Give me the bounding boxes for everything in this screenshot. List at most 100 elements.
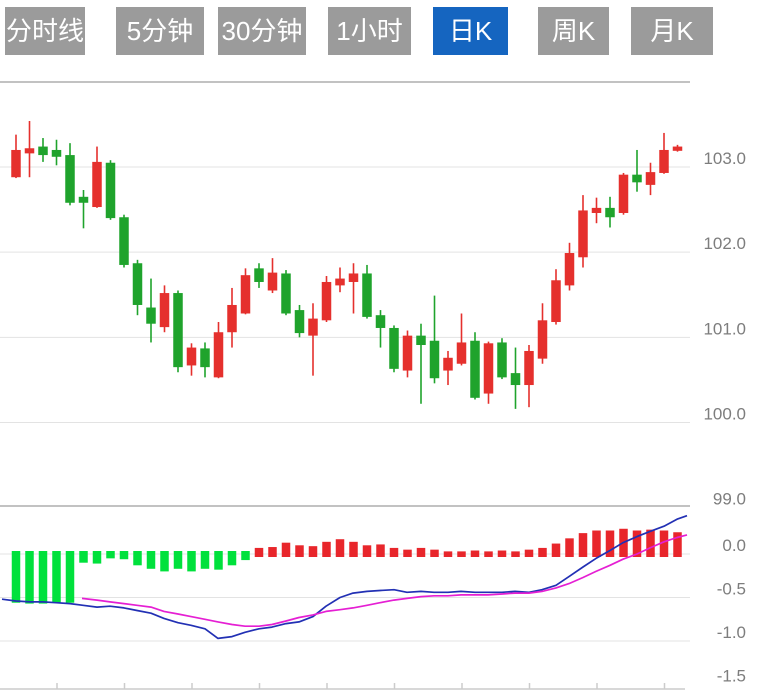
- candle-body: [281, 273, 291, 314]
- macd-histogram-bar: [133, 551, 142, 566]
- tab-30min[interactable]: 30分钟: [218, 7, 306, 55]
- macd-histogram-bar: [11, 551, 21, 603]
- macd-histogram-bar: [484, 551, 493, 557]
- candle-body: [362, 273, 372, 317]
- macd-histogram-bar: [200, 551, 210, 569]
- macd-histogram-bar: [281, 542, 291, 557]
- macd-axis-label: -1.0: [717, 623, 746, 642]
- macd-histogram-bar: [470, 550, 480, 557]
- candle-body: [321, 281, 332, 321]
- macd-histogram-bar: [646, 529, 655, 557]
- candle-body: [375, 315, 386, 328]
- macd-histogram-bar: [119, 551, 129, 560]
- macd-histogram-bar: [308, 546, 318, 557]
- macd-histogram-bar: [416, 547, 426, 557]
- macd-histogram-bar: [403, 549, 412, 557]
- macd-histogram-bar: [241, 551, 250, 561]
- macd-histogram-bar: [295, 545, 304, 557]
- candle-body: [564, 253, 575, 286]
- macd-histogram-bar: [362, 545, 372, 557]
- macd-histogram-bar: [578, 533, 588, 557]
- price-axis-label: 100.0: [703, 405, 746, 424]
- macd-histogram-bar: [214, 551, 223, 570]
- macd-histogram-bar: [524, 549, 534, 557]
- candle-body: [429, 340, 440, 379]
- candle-body: [38, 146, 48, 156]
- candle-body: [227, 304, 237, 333]
- candle-body: [402, 335, 413, 371]
- candle-body: [524, 350, 534, 386]
- tab-daily-k[interactable]: 日K: [433, 7, 508, 55]
- tab-minute-line[interactable]: 分时线: [5, 7, 85, 55]
- candle-body: [186, 347, 197, 366]
- candle-body: [294, 310, 305, 334]
- candle-body: [132, 263, 143, 305]
- candle-body: [456, 342, 467, 364]
- candle-body: [537, 320, 548, 359]
- candle-body: [659, 149, 669, 173]
- candle-body: [551, 280, 561, 323]
- candle-body: [240, 275, 251, 314]
- candle-body: [645, 172, 656, 185]
- price-axis-label: 99.0: [713, 490, 746, 509]
- candle-body: [146, 307, 156, 324]
- macd-axis-label: 0.0: [722, 536, 746, 555]
- candle-body: [605, 207, 615, 218]
- macd-histogram-bar: [376, 544, 385, 557]
- candle-body: [618, 174, 629, 213]
- macd-histogram-bar: [38, 551, 48, 604]
- macd-histogram-bar: [227, 551, 237, 566]
- candle-body: [632, 174, 642, 183]
- macd-histogram-bar: [659, 530, 669, 557]
- tab-5min[interactable]: 5分钟: [116, 7, 204, 55]
- candle-body: [78, 196, 89, 203]
- macd-histogram-bar: [430, 549, 439, 557]
- macd-histogram-bar: [565, 538, 574, 557]
- macd-histogram-bar: [65, 551, 75, 603]
- candle-body: [497, 342, 507, 378]
- macd-axis-label: -1.5: [717, 667, 746, 686]
- candle-body: [672, 146, 683, 151]
- candle-body: [65, 155, 75, 203]
- candle-body: [267, 272, 278, 291]
- candle-body: [11, 149, 21, 178]
- candle-body: [483, 343, 494, 394]
- candle-body: [389, 327, 399, 369]
- tab-1hour[interactable]: 1小时: [328, 7, 411, 55]
- macd-histogram-bar: [511, 551, 520, 557]
- macd-histogram-bar: [106, 551, 115, 559]
- macd-histogram-bar: [146, 551, 156, 569]
- macd-histogram-bar: [443, 551, 453, 557]
- candle-body: [119, 217, 129, 265]
- macd-histogram-bar: [349, 541, 358, 557]
- macd-axis-label: -0.5: [717, 580, 746, 599]
- candle-body: [308, 318, 318, 336]
- macd-histogram-bar: [632, 530, 642, 557]
- macd-histogram-bar: [25, 551, 34, 604]
- candle-body: [173, 293, 183, 368]
- macd-histogram-bar: [335, 539, 345, 557]
- macd-histogram-bar: [187, 551, 196, 572]
- candle-body: [92, 161, 102, 208]
- tab-weekly-k[interactable]: 周K: [538, 7, 609, 55]
- macd-histogram-bar: [497, 550, 507, 557]
- macd-histogram-bar: [173, 551, 183, 569]
- macd-histogram-bar: [538, 547, 547, 557]
- candle-body: [335, 278, 345, 286]
- candle-body: [348, 273, 359, 282]
- candle-body: [105, 162, 116, 219]
- candle-body: [159, 293, 170, 328]
- tab-monthly-k[interactable]: 月K: [631, 7, 713, 55]
- macd-histogram-bar: [79, 551, 88, 563]
- candle-body: [578, 210, 588, 258]
- candle-body: [24, 148, 35, 154]
- macd-histogram-bar: [268, 547, 277, 557]
- macd-histogram-bar: [322, 541, 331, 557]
- macd-histogram-bar: [551, 543, 561, 557]
- macd-histogram-bar: [92, 551, 102, 564]
- macd-histogram-bar: [254, 547, 264, 557]
- candle-body: [443, 357, 453, 371]
- macd-histogram-bar: [389, 547, 399, 557]
- macd-histogram-bar: [605, 530, 615, 557]
